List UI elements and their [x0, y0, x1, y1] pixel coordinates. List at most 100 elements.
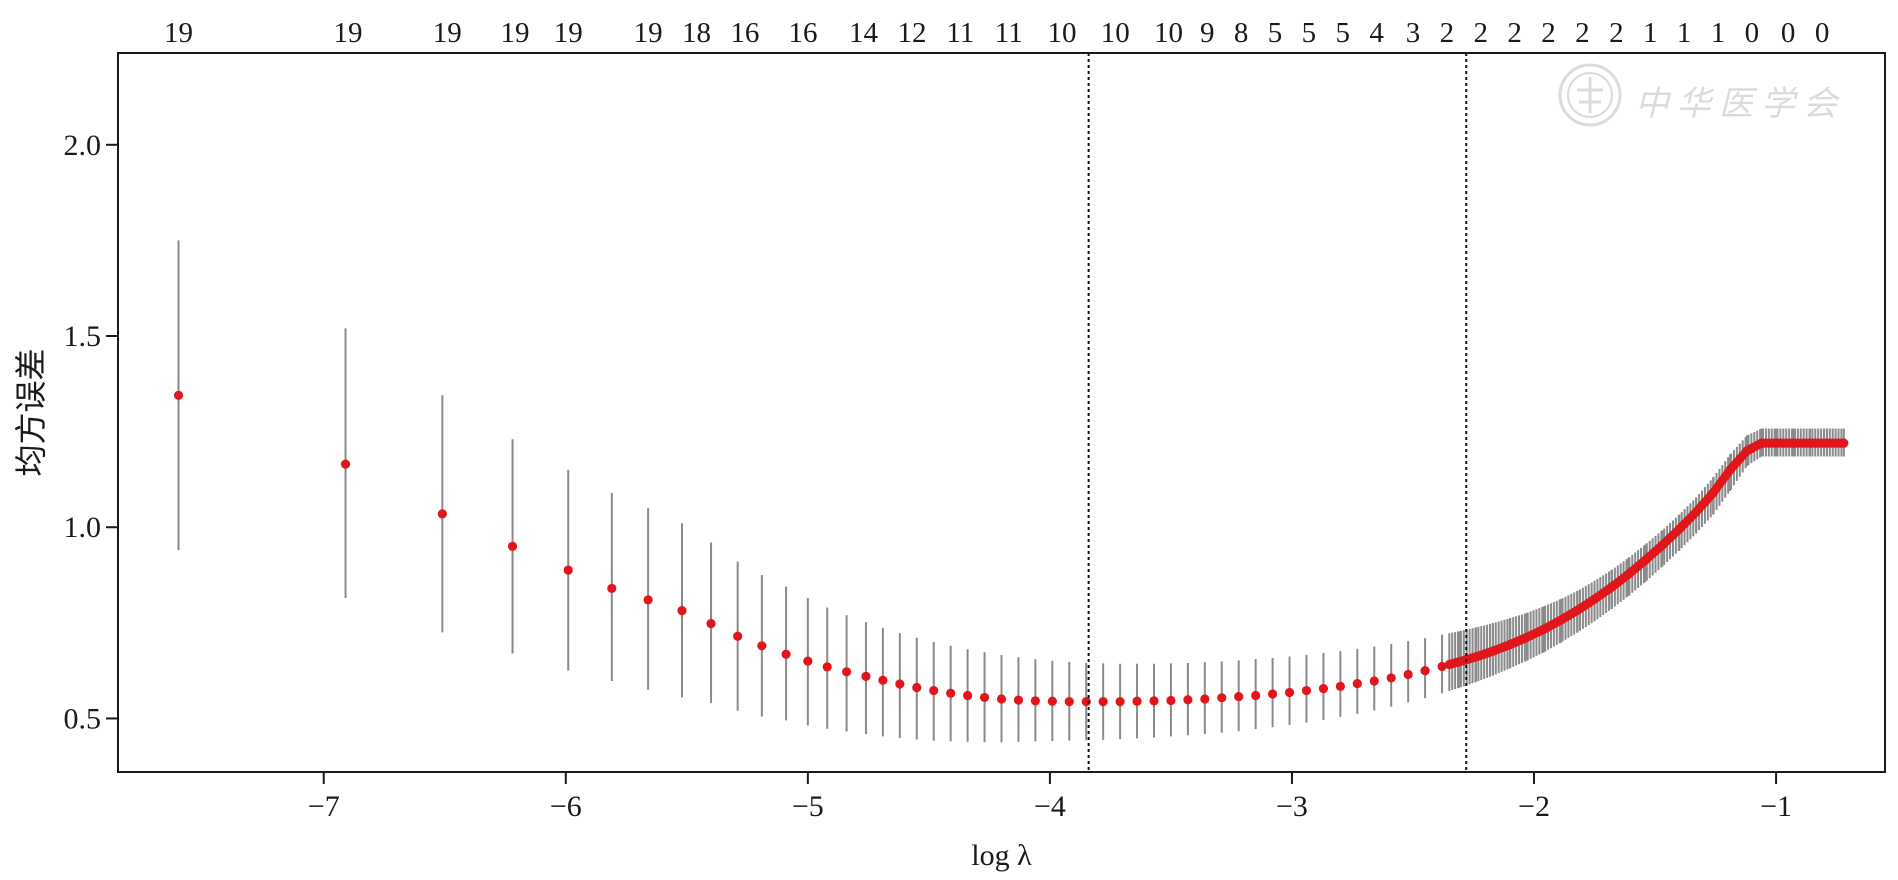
top-axis-label: 19: [433, 17, 462, 49]
data-point: [822, 662, 832, 672]
data-point: [1437, 661, 1447, 672]
plot-frame: [117, 52, 1886, 773]
top-axis: 19 19 19 19 19 19 18 16 16 14 12 11 11 10 10 10 9 8 5 5 5 4 3 2…: [164, 17, 1829, 49]
top-axis-label: 2: [1541, 17, 1556, 49]
data-point: [643, 595, 653, 605]
top-axis-label: 0: [1781, 17, 1796, 49]
data-point: [1064, 697, 1074, 707]
top-axis-label: 8: [1234, 17, 1249, 49]
top-axis-label: 18: [682, 17, 711, 49]
data-point: [757, 641, 767, 651]
top-axis-label: 5: [1302, 17, 1317, 49]
y-axis: 0.5 1.0 1.5 2.0: [64, 129, 118, 735]
data-point: [1403, 669, 1413, 680]
top-axis-label: 1: [1677, 17, 1692, 49]
y-tick-label: 1.0: [64, 511, 102, 544]
top-axis-label: 2: [1507, 17, 1522, 49]
top-axis-label: 1: [1643, 17, 1658, 49]
error-bars: [177, 240, 1845, 743]
data-point: [1386, 673, 1396, 683]
data-point: [979, 692, 990, 703]
watermark: 中华医学会: [1555, 60, 1885, 130]
data-point: [912, 682, 922, 693]
y-tick-label: 1.5: [64, 320, 102, 353]
data-point: [1268, 689, 1278, 699]
data-point: [803, 656, 813, 666]
data-point: [1839, 438, 1849, 448]
top-axis-label: 10: [1101, 17, 1130, 49]
top-axis-label: 16: [789, 17, 818, 49]
data-point: [841, 667, 852, 677]
x-tick-label: −1: [1760, 790, 1792, 823]
data-point: [781, 649, 791, 659]
data-point: [340, 459, 351, 469]
x-tick-label: −7: [308, 790, 340, 823]
reference-lines: [1087, 53, 1468, 772]
x-tick-label: −2: [1518, 790, 1550, 823]
data-point: [706, 619, 716, 629]
data-point: [173, 390, 184, 400]
data-point: [1335, 681, 1345, 691]
top-axis-label: 2: [1440, 17, 1455, 49]
top-axis-label: 5: [1268, 17, 1283, 49]
top-axis-label: 19: [500, 17, 529, 49]
data-point: [1217, 693, 1227, 703]
data-point: [563, 565, 573, 575]
top-axis-label: 12: [897, 17, 926, 49]
top-axis-label: 14: [849, 17, 879, 49]
top-axis-label: 0: [1745, 17, 1760, 49]
data-point: [895, 679, 905, 689]
top-axis-label: 10: [1048, 17, 1077, 49]
data-point: [677, 606, 687, 616]
data-point: [1115, 697, 1125, 707]
top-axis-label: 0: [1815, 17, 1830, 49]
data-point: [878, 675, 888, 685]
x-tick-label: −4: [1034, 790, 1066, 823]
watermark-text: 中华医学会: [1635, 84, 1845, 124]
x-tick-label: −5: [792, 790, 824, 823]
top-axis-label: 3: [1406, 17, 1421, 49]
top-axis-label: 10: [1154, 17, 1183, 49]
data-point: [1047, 696, 1057, 706]
data-point: [1420, 666, 1430, 676]
x-tick-label: −6: [550, 790, 582, 823]
top-axis-label: 19: [634, 17, 663, 49]
data-point: [1301, 685, 1312, 696]
top-axis-label: 16: [730, 17, 759, 49]
x-axis-label: log λ: [971, 839, 1032, 872]
x-axis: −7 −6 −5 −4 −3 −2 −1: [308, 772, 1792, 823]
data-point: [1098, 697, 1108, 707]
top-axis-label: 11: [946, 17, 974, 49]
top-axis-label: 19: [164, 17, 193, 49]
data-point: [1284, 687, 1295, 698]
data-point: [861, 671, 871, 681]
y-axis-label: 均方误差: [13, 348, 49, 476]
x-tick-label: −3: [1276, 790, 1308, 823]
data-point: [996, 694, 1007, 704]
data-point: [1352, 679, 1362, 689]
data-point: [507, 541, 518, 551]
data-point: [437, 509, 447, 519]
data-point: [1251, 690, 1261, 701]
top-axis-label: 5: [1336, 17, 1351, 49]
seal-emblem-icon: [1558, 63, 1622, 127]
data-point: [1132, 696, 1142, 706]
data-point: [929, 685, 939, 696]
data-point: [733, 631, 743, 641]
data-point: [1234, 692, 1244, 702]
top-axis-label: 2: [1474, 17, 1489, 49]
top-axis-label: 19: [554, 17, 583, 49]
top-axis-label: 1: [1711, 17, 1726, 49]
y-tick-label: 2.0: [64, 129, 102, 162]
top-axis-label: 4: [1369, 17, 1384, 49]
top-axis-label: 2: [1575, 17, 1590, 49]
data-point: [1369, 676, 1379, 686]
data-point: [1030, 696, 1040, 706]
data-point: [963, 690, 973, 701]
data-point: [607, 583, 617, 594]
data-point: [946, 688, 956, 698]
top-axis-label: 2: [1609, 17, 1624, 49]
data-point: [1200, 694, 1210, 704]
